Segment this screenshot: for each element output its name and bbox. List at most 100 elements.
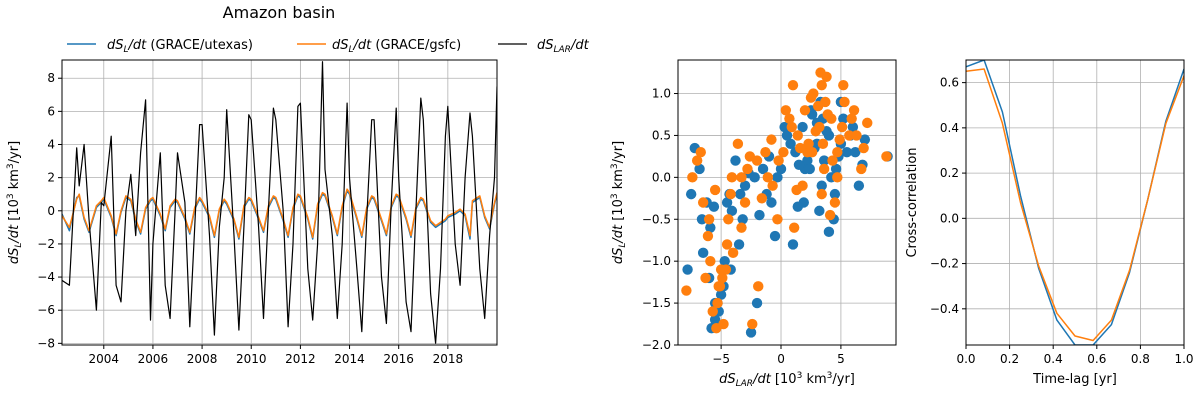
scatter-point-0-16 (757, 163, 769, 175)
scatter-point-1-65 (780, 105, 792, 116)
scatter-point-1-2 (691, 155, 703, 166)
x-tick-label-5: 2014 (334, 352, 365, 366)
scatter-point-0-3 (694, 163, 705, 175)
y-tick-label-2: −1.0 (642, 254, 671, 268)
x-tick-label-4: 2012 (285, 352, 316, 366)
series-line-0 (966, 60, 1184, 345)
scatter-point-0-36 (814, 205, 825, 217)
plot-area (681, 67, 893, 338)
scatter-point-1-23 (732, 138, 744, 150)
scatter-point-1-7 (707, 306, 718, 317)
scatter-point-1-32 (799, 105, 811, 116)
scatter-point-1-18 (702, 230, 714, 242)
scatter-point-1-73 (858, 142, 869, 154)
x-tick-label-2: 5 (837, 352, 845, 366)
scatter-point-1-14 (747, 318, 758, 330)
scatter-point-0-79 (708, 201, 720, 212)
scatter-point-0-17 (705, 222, 716, 233)
scatter-point-1-57 (832, 147, 843, 158)
scatter-point-1-68 (725, 188, 736, 200)
scatter-point-1-83 (718, 318, 729, 330)
scatter-point-1-46 (810, 126, 821, 137)
y-tick-label-3: 0.2 (940, 166, 959, 180)
scatter-point-1-84 (715, 264, 727, 275)
y-tick-label-3: −0.5 (642, 212, 671, 226)
scatter-point-1-55 (756, 193, 768, 204)
y-tick-label-0: −2.0 (642, 338, 671, 352)
scatter-point-0-76 (804, 163, 815, 175)
scatter-point-0-44 (859, 134, 871, 145)
scatter-point-1-4 (700, 272, 711, 284)
scatter-point-1-1 (687, 172, 698, 183)
plot-area (62, 61, 497, 344)
x-tick-label-2: 0.4 (1044, 352, 1063, 366)
scatter-point-1-79 (709, 184, 721, 196)
scatter-point-1-76 (806, 147, 818, 158)
y-tick-label-1: −1.5 (642, 296, 671, 310)
scatter-point-1-41 (844, 130, 855, 141)
y-tick-label-4: 0.4 (940, 121, 959, 135)
x-axis-label: Time-lag [yr] (1032, 372, 1117, 387)
scatter-point-0-59 (850, 147, 861, 158)
scatter-point-1-26 (766, 134, 777, 145)
scatter-point-0-53 (772, 172, 783, 183)
y-tick-label-1: −0.2 (930, 257, 959, 271)
scatter-point-1-77 (818, 163, 830, 175)
axes-frame (61, 59, 498, 346)
scatter-point-1-12 (736, 222, 747, 233)
scatter-point-1-17 (703, 214, 715, 225)
scatter-point-0-15 (751, 297, 763, 309)
y-axis-label: Cross-correlation (905, 147, 920, 257)
x-tick-label-5: 1.0 (1174, 352, 1193, 366)
y-tick-label-7: 6 (47, 104, 55, 118)
scatter-point-1-74 (881, 151, 892, 162)
scatter-point-0-19 (709, 314, 721, 326)
scatter-point-1-29 (784, 113, 795, 124)
y-tick-label-5: 0.5 (652, 128, 671, 142)
scatter-point-1-49 (834, 134, 845, 145)
scatter-point-1-36 (816, 188, 827, 200)
scatter-point-1-69 (713, 281, 724, 292)
y-axis-label: dSL/dt [103 km3/yr] (6, 141, 24, 264)
x-tick-label-1: 0 (777, 352, 785, 366)
scatter-point-1-48 (827, 155, 838, 166)
scatter-point-1-67 (736, 172, 747, 183)
scatter-point-0-43 (853, 180, 865, 191)
scatter-point-1-43 (856, 163, 867, 175)
scatter-point-0-1 (685, 188, 697, 200)
x-tick-label-0: −5 (712, 352, 730, 366)
scatter-point-0-50 (838, 113, 849, 124)
scatter-point-1-78 (697, 197, 709, 208)
scatter-point-0-30 (787, 239, 799, 250)
scatter-point-1-42 (848, 105, 860, 116)
scatter-point-0-39 (829, 188, 841, 200)
x-tick-label-6: 2016 (383, 352, 414, 366)
scatter-point-0-67 (735, 188, 746, 200)
scatter-point-0-57 (830, 163, 842, 175)
scatter-point-0-51 (793, 159, 805, 170)
x-tick-label-3: 2010 (236, 352, 267, 366)
scatter-point-0-52 (785, 138, 796, 150)
y-tick-label-3: −2 (37, 237, 55, 251)
scatter-point-0-4 (697, 247, 709, 258)
scatter-point-1-47 (822, 109, 833, 120)
scatter-point-0-41 (841, 147, 853, 158)
crosscorrelation-panel: 0.0 0.2 0.4 0.6 0.8 1.0 −0.4 −0.2 0.0 0.2 0.4 0.6 Ti… (905, 59, 1194, 387)
scatter-point-0-13 (737, 214, 748, 225)
axes-frame (965, 59, 1185, 346)
scatter-point-1-31 (792, 130, 803, 141)
scatter-point-0-71 (823, 226, 835, 238)
x-tick-label-3: 0.6 (1087, 352, 1106, 366)
scatter-point-0-20 (715, 289, 727, 300)
x-tick-label-0: 0.0 (956, 352, 975, 366)
plot-area (966, 60, 1184, 345)
scatter-point-1-59 (851, 130, 862, 141)
scatter-point-0-28 (775, 163, 787, 175)
scatter-panel: −5 0 5 −2.0 −1.5 −1.0 −0.5 0.0 0.5 1.0 dSLAR/dt [1… (610, 59, 897, 389)
scatter-point-0-78 (696, 214, 708, 225)
y-tick-label-0: −8 (37, 336, 55, 350)
scatter-point-0-65 (779, 121, 790, 133)
scatter-point-1-82 (821, 71, 832, 82)
scatter-point-1-44 (862, 117, 873, 129)
scatter-point-1-5 (705, 255, 716, 267)
